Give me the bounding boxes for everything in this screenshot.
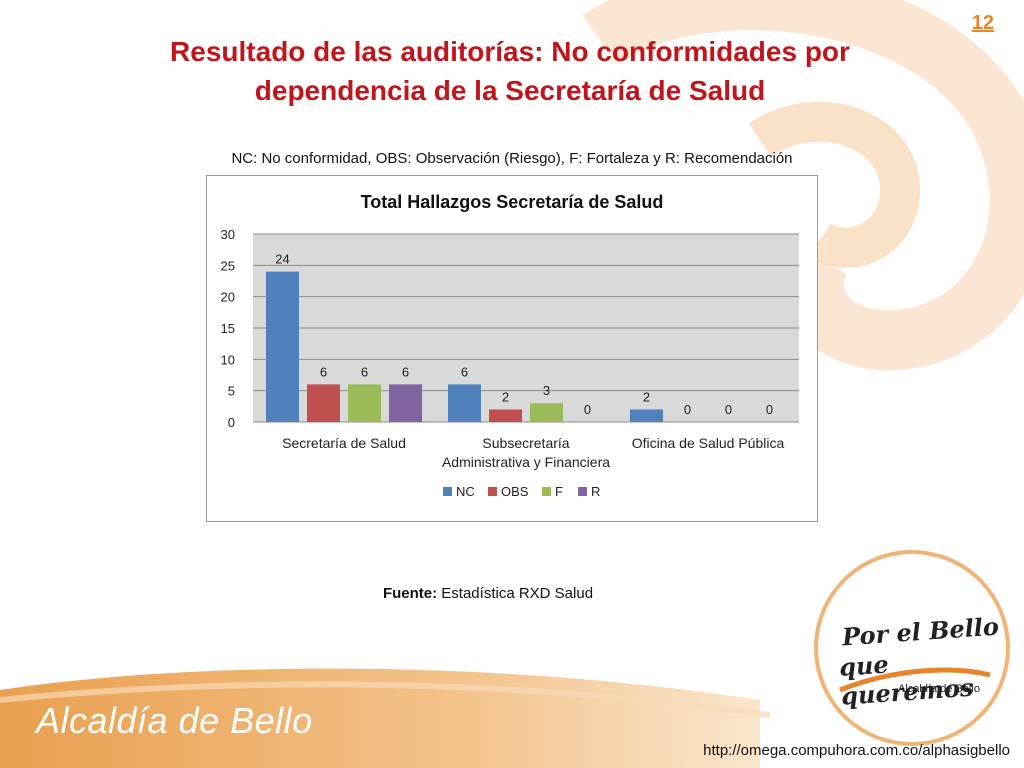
logo-line-2: que queremos xyxy=(838,649,975,711)
bar-nc xyxy=(448,384,481,422)
source-label: Fuente: xyxy=(382,585,438,602)
data-label: 2 xyxy=(643,389,650,404)
source-text: Estadística RXD Salud xyxy=(441,585,594,602)
bar-f xyxy=(530,403,563,422)
y-tick-label: 25 xyxy=(221,258,235,273)
data-label: 0 xyxy=(725,402,732,417)
x-category-label: Secretaría de Salud xyxy=(282,435,406,451)
legend-label-obs: OBS xyxy=(501,484,529,499)
data-label: 6 xyxy=(320,364,327,379)
y-tick-label: 30 xyxy=(221,227,235,242)
bar-r xyxy=(389,384,422,422)
footer-brand: Alcaldía de Bello xyxy=(36,700,313,741)
bar-nc xyxy=(630,409,663,422)
bar-nc xyxy=(266,271,299,422)
x-category-label: Subsecretaría xyxy=(482,435,569,451)
logo-subtitle: Alcaldía de Bello xyxy=(898,683,980,695)
data-label: 24 xyxy=(275,252,289,267)
page-title: Resultado de las auditorías: No conformi… xyxy=(170,36,850,106)
data-label: 0 xyxy=(684,402,691,417)
legend-label-r: R xyxy=(591,484,600,499)
y-tick-label: 5 xyxy=(228,384,235,399)
y-tick-label: 0 xyxy=(228,415,235,430)
legend-label-f: F xyxy=(555,484,563,499)
x-category-label: Administrativa y Financiera xyxy=(442,454,610,470)
y-tick-label: 15 xyxy=(221,321,235,336)
legend-swatch-r xyxy=(578,487,587,496)
legend-swatch-f xyxy=(542,487,551,496)
por-el-bello-logo: Por el Bello que queremos Alcaldía de Be… xyxy=(818,565,1008,730)
x-category-label: Oficina de Salud Pública xyxy=(632,435,785,451)
y-tick-label: 20 xyxy=(221,290,235,305)
data-label: 0 xyxy=(584,402,591,417)
chart-title: Total Hallazgos Secretaría de Salud xyxy=(361,192,664,212)
y-tick-label: 10 xyxy=(221,352,235,367)
data-label: 2 xyxy=(502,389,509,404)
source-note: Fuente: Estadística RXD Salud xyxy=(0,585,976,602)
data-label: 6 xyxy=(402,364,409,379)
data-label: 3 xyxy=(543,383,550,398)
abbreviation-note: NC: No conformidad, OBS: Observación (Ri… xyxy=(231,150,793,167)
slide-number: 12 xyxy=(971,12,994,34)
legend-label-nc: NC xyxy=(456,484,475,499)
bar-chart: Total Hallazgos Secretaría de Salud 0 5 10 1… xyxy=(221,192,799,499)
data-label: 0 xyxy=(766,402,773,417)
data-label: 6 xyxy=(461,364,468,379)
legend-swatch-nc xyxy=(443,487,452,496)
bar-obs xyxy=(489,409,522,422)
data-label: 6 xyxy=(361,364,368,379)
footer-url[interactable]: http://omega.compuhora.com.co/alphasigbe… xyxy=(703,742,1010,759)
legend-swatch-obs xyxy=(488,487,497,496)
chart-container: Total Hallazgos Secretaría de Salud 0 5 10 1… xyxy=(206,175,818,522)
bar-obs xyxy=(307,384,340,422)
bar-f xyxy=(348,384,381,422)
